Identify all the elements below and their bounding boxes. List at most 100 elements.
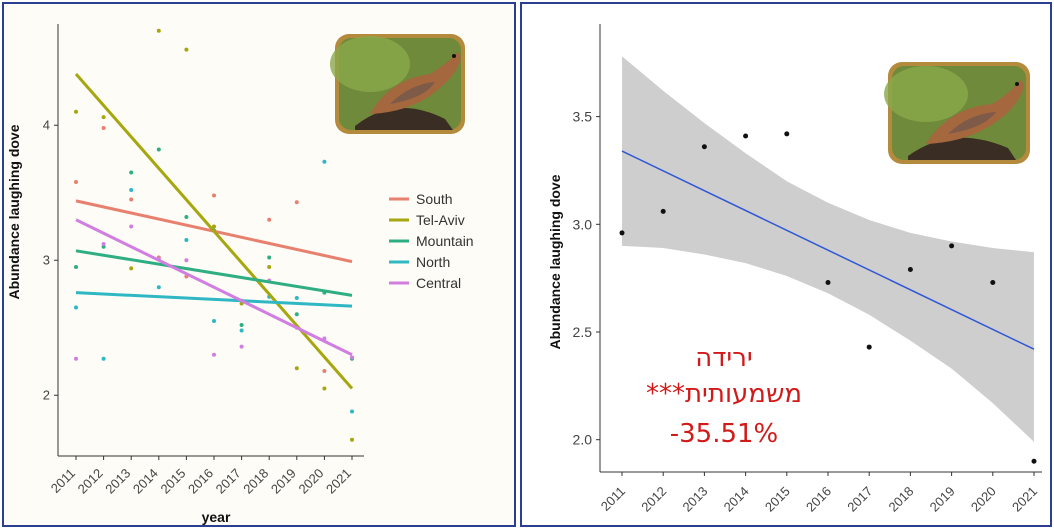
right-point (907, 267, 913, 273)
left-x-tick-label: 2021 (323, 466, 354, 497)
left-y-axis-title: Abundance laughing dove (6, 124, 22, 299)
right-chart-panel: 2.0 2.5 3.0 3.5 2011 2012 2013 2014 2015 2016 2017… (520, 2, 1052, 527)
right-x-tick-label: 2017 (844, 484, 875, 515)
left-point (184, 238, 189, 242)
right-y-tick-label: 2.0 (573, 432, 593, 448)
left-x-tick-label: 2011 (48, 466, 78, 496)
confidence-band (622, 56, 1034, 442)
right-x-tick-label: 2012 (638, 484, 669, 515)
left-point (294, 366, 299, 371)
legend-label-tel-aviv: Tel-Aviv (416, 212, 465, 228)
right-x-tick-label: 2014 (721, 484, 752, 515)
left-point (212, 319, 216, 323)
left-x-tick-label: 2018 (240, 466, 271, 497)
left-point (156, 147, 161, 152)
left-photo (330, 34, 465, 134)
legend-label-central: Central (416, 275, 461, 291)
right-chart: 2.0 2.5 3.0 3.5 2011 2012 2013 2014 2015 2016 2017… (547, 24, 1042, 515)
right-x-tick-label: 2016 (803, 484, 834, 515)
right-x-tick-label: 2015 (762, 484, 793, 515)
left-point (267, 255, 272, 260)
left-point (322, 386, 327, 391)
left-trend-central (75, 218, 353, 357)
right-x-tick-label: 2021 (1009, 484, 1040, 515)
left-x-tick-label: 2012 (75, 466, 106, 497)
left-point (74, 265, 78, 269)
annotation-line-2: משמעותית*** (646, 379, 802, 409)
left-point (239, 328, 244, 333)
left-point (294, 200, 299, 205)
left-y-tick-label: 3 (43, 252, 50, 267)
left-point (74, 356, 78, 361)
right-x-tick-label: 2018 (885, 484, 916, 515)
left-chart-panel: 2 3 4 2011 2012 2013 2014 2015 2016 2017 2018 2019 2… (2, 2, 516, 527)
left-point (184, 258, 189, 263)
legend-label-south: South (416, 191, 453, 207)
left-plot-area: 2342011201220132014201520162017201820192… (43, 24, 364, 497)
right-x-tick-label: 2011 (598, 484, 628, 514)
left-legend: South Tel-Aviv Mountain North Central (389, 191, 474, 291)
left-x-tick-label: 2014 (130, 466, 161, 497)
right-point (949, 243, 955, 249)
left-point (184, 47, 189, 52)
left-point (74, 179, 78, 184)
right-point (825, 279, 831, 285)
left-point (350, 355, 354, 360)
annotation-line-3: -35.51% (670, 419, 779, 449)
right-point (866, 344, 872, 350)
right-trend-line (621, 150, 1035, 350)
left-point (212, 193, 216, 198)
right-point (619, 230, 625, 236)
left-x-tick-label: 2015 (157, 466, 188, 497)
left-point (239, 323, 244, 328)
left-point (156, 28, 161, 33)
left-point (101, 356, 106, 361)
left-y-tick-label: 4 (43, 117, 50, 132)
left-x-tick-label: 2020 (295, 466, 326, 497)
left-point (184, 215, 189, 220)
right-y-tick-label: 3.5 (573, 109, 593, 125)
right-y-axis-title: Abundance laughing dove (547, 174, 563, 349)
left-point (267, 217, 272, 222)
right-point (784, 131, 790, 137)
left-series-north (74, 159, 354, 414)
legend-label-mountain: Mountain (416, 233, 474, 249)
left-point (101, 125, 106, 130)
left-point (74, 109, 78, 114)
left-point (129, 188, 134, 193)
left-point (267, 265, 272, 269)
left-point (156, 285, 161, 290)
left-point (239, 344, 244, 349)
left-x-tick-label: 2013 (102, 466, 133, 497)
left-point (294, 312, 299, 317)
right-point (660, 208, 666, 214)
left-point (101, 242, 106, 247)
left-y-tick-label: 2 (43, 387, 50, 402)
left-x-tick-label: 2016 (185, 466, 216, 497)
left-point (74, 305, 78, 310)
left-chart: 2342011201220132014201520162017201820192… (6, 24, 474, 525)
right-photo (884, 62, 1030, 164)
left-point (101, 115, 106, 120)
right-x-tick-label: 2019 (927, 484, 958, 515)
left-trend-mountain (75, 249, 353, 297)
left-point (350, 437, 354, 442)
left-x-tick-label: 2019 (268, 466, 299, 497)
right-point (1031, 458, 1037, 464)
left-x-tick-label: 2017 (213, 466, 244, 497)
left-point (350, 409, 354, 414)
right-x-tick-label: 2020 (968, 484, 999, 515)
right-point (743, 133, 749, 139)
left-point (322, 368, 327, 373)
left-series-mountain (74, 147, 354, 361)
significance-annotation: ירידה משמעותית*** -35.51% (646, 343, 802, 449)
left-point (129, 224, 134, 229)
right-y-tick-label: 2.5 (573, 324, 593, 340)
left-point (212, 224, 216, 229)
left-point (294, 296, 299, 301)
right-point (990, 279, 996, 285)
left-point (322, 159, 327, 164)
left-point (129, 170, 134, 175)
left-point (212, 352, 216, 357)
right-point (701, 144, 707, 150)
